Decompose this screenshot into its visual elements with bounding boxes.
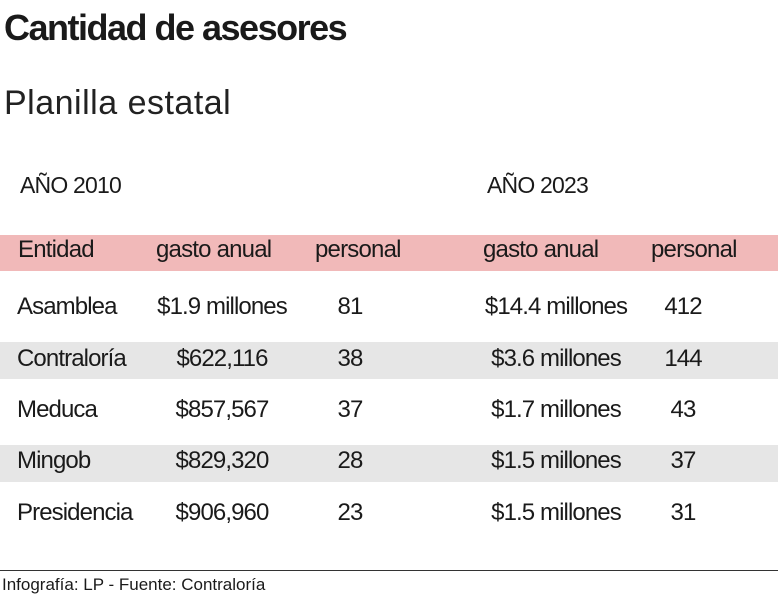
column-header: gasto anual bbox=[156, 236, 272, 263]
value-cell: $829,320 bbox=[175, 447, 270, 474]
row-band bbox=[0, 342, 778, 379]
entity-cell: Asamblea bbox=[17, 293, 117, 320]
column-header: personal bbox=[651, 236, 737, 263]
year-label: AÑO 2023 bbox=[487, 172, 589, 198]
header-band bbox=[0, 235, 778, 271]
value-cell: $622,116 bbox=[176, 345, 268, 372]
value-cell: 144 bbox=[664, 345, 702, 372]
value-cell: $1.7 millones bbox=[491, 396, 622, 423]
value-cell: 412 bbox=[664, 293, 702, 320]
value-cell: $1.9 millones bbox=[157, 293, 288, 320]
column-header: Entidad bbox=[18, 236, 95, 263]
value-cell: $906,960 bbox=[175, 499, 270, 526]
column-header: personal bbox=[315, 236, 401, 263]
value-cell: 43 bbox=[670, 396, 697, 423]
entity-cell: Contraloría bbox=[17, 345, 127, 372]
value-cell: 81 bbox=[337, 293, 364, 320]
value-cell: 28 bbox=[337, 447, 364, 474]
value-cell: 37 bbox=[670, 447, 697, 474]
value-cell: $1.5 millones bbox=[491, 499, 622, 526]
value-cell: 37 bbox=[337, 396, 364, 423]
entity-cell: Meduca bbox=[17, 396, 98, 423]
value-cell: 31 bbox=[670, 499, 697, 526]
value-cell: 23 bbox=[337, 499, 364, 526]
year-label: AÑO 2010 bbox=[20, 172, 122, 198]
subtitle: Planilla estatal bbox=[4, 84, 232, 122]
value-cell: $857,567 bbox=[175, 396, 270, 423]
entity-cell: Presidencia bbox=[17, 499, 133, 526]
value-cell: 38 bbox=[337, 345, 364, 372]
value-cell: $1.5 millones bbox=[491, 447, 622, 474]
source: Infografía: LP - Fuente: Contraloría bbox=[2, 575, 266, 594]
footer-rule bbox=[0, 570, 778, 571]
entity-cell: Mingob bbox=[17, 447, 91, 474]
value-cell: $3.6 millones bbox=[491, 345, 622, 372]
row-band bbox=[0, 445, 778, 482]
title: Cantidad de asesores bbox=[4, 7, 348, 48]
value-cell: $14.4 millones bbox=[484, 293, 628, 320]
column-header: gasto anual bbox=[483, 236, 599, 263]
